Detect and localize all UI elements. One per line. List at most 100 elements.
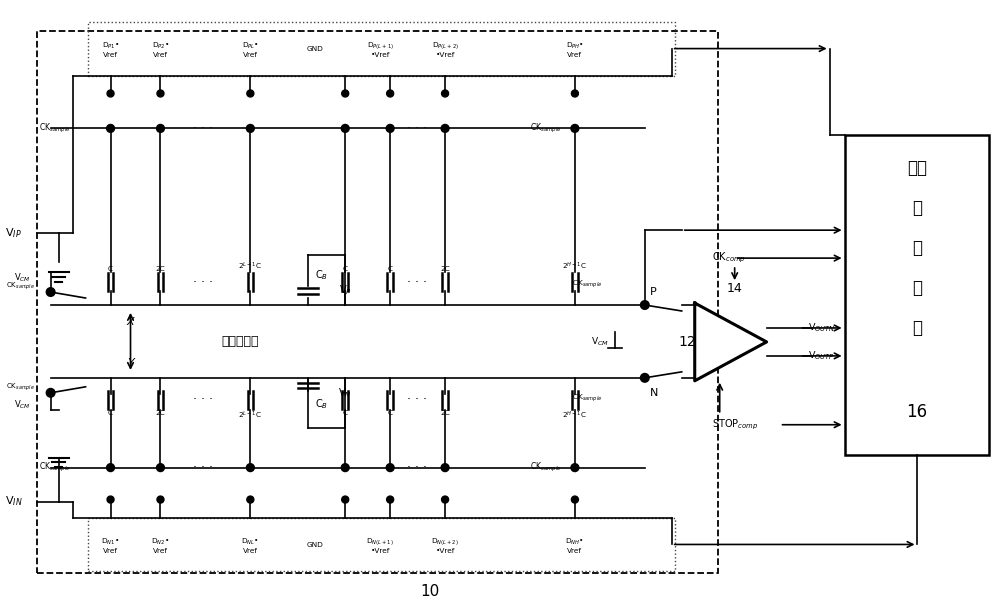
Text: 2$^{L-1}$C: 2$^{L-1}$C (238, 261, 262, 272)
Text: V$_N$: V$_N$ (338, 386, 352, 400)
Circle shape (107, 90, 114, 97)
Circle shape (247, 496, 254, 503)
Text: 2C: 2C (440, 266, 450, 272)
Text: N: N (650, 388, 658, 398)
Text: · · ·: · · · (193, 393, 213, 406)
Text: D$_{N(L+1)}$
•Vref: D$_{N(L+1)}$ •Vref (366, 536, 394, 554)
Circle shape (107, 464, 114, 472)
Circle shape (571, 464, 579, 472)
Polygon shape (695, 303, 767, 381)
Text: CK$_{comp}$: CK$_{comp}$ (712, 251, 746, 265)
Text: D$_{PH}$•
Vref: D$_{PH}$• Vref (566, 40, 584, 58)
Text: · · ·: · · · (193, 276, 213, 289)
Circle shape (442, 90, 449, 97)
Text: STOP$_{comp}$: STOP$_{comp}$ (712, 417, 758, 432)
Bar (88, 517, 675, 572)
Bar (88, 21, 675, 76)
Text: C: C (388, 410, 393, 416)
Text: 控: 控 (912, 199, 922, 217)
Text: V$_P$: V$_P$ (339, 283, 352, 297)
Text: 10: 10 (420, 584, 440, 599)
Circle shape (441, 124, 449, 132)
Text: D$_{N2}$•
Vref: D$_{N2}$• Vref (151, 536, 170, 553)
Circle shape (157, 464, 164, 472)
Text: C$_B$: C$_B$ (315, 397, 328, 411)
Text: · · ·: · · · (193, 461, 213, 474)
Text: P: P (650, 287, 657, 297)
Text: V$_{IN}$: V$_{IN}$ (5, 495, 22, 509)
Text: · · ·: · · · (407, 461, 427, 474)
Circle shape (157, 124, 164, 132)
Text: V$_{OUTN}$: V$_{OUTN}$ (808, 321, 835, 334)
Text: 电: 电 (912, 279, 922, 297)
Circle shape (46, 389, 55, 397)
Text: D$_{P(L+1)}$
•Vref: D$_{P(L+1)}$ •Vref (367, 40, 394, 58)
Text: D$_{P2}$•
Vref: D$_{P2}$• Vref (152, 40, 169, 58)
Text: CK$_{sample}$: CK$_{sample}$ (572, 279, 602, 290)
Text: 2C: 2C (440, 410, 450, 416)
Text: CK$_{sample}$: CK$_{sample}$ (530, 122, 562, 135)
Circle shape (386, 124, 394, 132)
Circle shape (442, 496, 449, 503)
Text: 电容上极板: 电容上极板 (222, 336, 259, 348)
Text: CK$_{sample}$: CK$_{sample}$ (6, 381, 35, 393)
Text: CK$_{sample}$: CK$_{sample}$ (39, 461, 70, 474)
Circle shape (157, 90, 164, 97)
Text: V$_{IP}$: V$_{IP}$ (5, 226, 21, 240)
Text: · · ·: · · · (193, 122, 213, 135)
Text: X: X (127, 317, 134, 327)
Text: C: C (343, 410, 348, 416)
Circle shape (247, 90, 254, 97)
Text: 2C: 2C (156, 410, 165, 416)
Text: · · ·: · · · (407, 276, 427, 289)
Text: C: C (108, 266, 113, 272)
Text: CK$_{sample}$: CK$_{sample}$ (530, 461, 562, 474)
Text: CK$_{sample}$: CK$_{sample}$ (572, 393, 602, 404)
Text: 2C: 2C (156, 266, 165, 272)
Text: V$_{CM}$: V$_{CM}$ (14, 398, 30, 411)
Text: D$_{NH}$•
Vref: D$_{NH}$• Vref (565, 536, 584, 553)
Circle shape (641, 301, 649, 309)
Bar (845, 135, 989, 454)
Text: C$_B$: C$_B$ (315, 268, 328, 282)
Text: V$_{CM}$: V$_{CM}$ (14, 272, 30, 284)
Text: D$_{NL}$•
Vref: D$_{NL}$• Vref (241, 536, 259, 553)
Text: 制: 制 (912, 239, 922, 257)
Circle shape (387, 90, 394, 97)
Text: 路: 路 (912, 319, 922, 337)
Text: · · ·: · · · (407, 393, 427, 406)
Text: D$_{P1}$•
Vref: D$_{P1}$• Vref (102, 40, 119, 58)
Text: V$_{OUTP}$: V$_{OUTP}$ (808, 350, 834, 362)
Circle shape (107, 496, 114, 503)
Circle shape (247, 124, 254, 132)
Bar (37, 30, 718, 573)
Text: D$_{PL}$•
Vref: D$_{PL}$• Vref (242, 40, 259, 58)
Circle shape (441, 464, 449, 472)
Text: GND: GND (307, 542, 324, 548)
Circle shape (571, 124, 579, 132)
Text: V$_{CM}$: V$_{CM}$ (591, 336, 609, 348)
Text: CK$_{sample}$: CK$_{sample}$ (39, 122, 70, 135)
Text: 12: 12 (679, 335, 697, 349)
Text: 逻辑: 逻辑 (907, 159, 927, 178)
Circle shape (342, 90, 349, 97)
Circle shape (46, 288, 55, 296)
Text: D$_{N(L+2)}$
•Vref: D$_{N(L+2)}$ •Vref (431, 536, 459, 554)
Circle shape (571, 90, 578, 97)
Circle shape (641, 374, 649, 382)
Circle shape (341, 464, 349, 472)
Text: C: C (108, 410, 113, 416)
Text: · · ·: · · · (407, 122, 427, 135)
Text: 2$^{L-1}$C: 2$^{L-1}$C (238, 410, 262, 421)
Text: CK$_{sample}$: CK$_{sample}$ (6, 281, 35, 292)
Circle shape (341, 124, 349, 132)
Circle shape (107, 124, 114, 132)
Text: 2$^{H-1}$C: 2$^{H-1}$C (562, 261, 587, 272)
Circle shape (387, 496, 394, 503)
Text: D$_{P(L+2)}$
•Vref: D$_{P(L+2)}$ •Vref (432, 40, 459, 58)
Text: 2$^{H-1}$C: 2$^{H-1}$C (562, 410, 587, 421)
Text: C: C (388, 266, 393, 272)
Text: C: C (343, 266, 348, 272)
Text: GND: GND (307, 46, 324, 52)
Circle shape (157, 496, 164, 503)
